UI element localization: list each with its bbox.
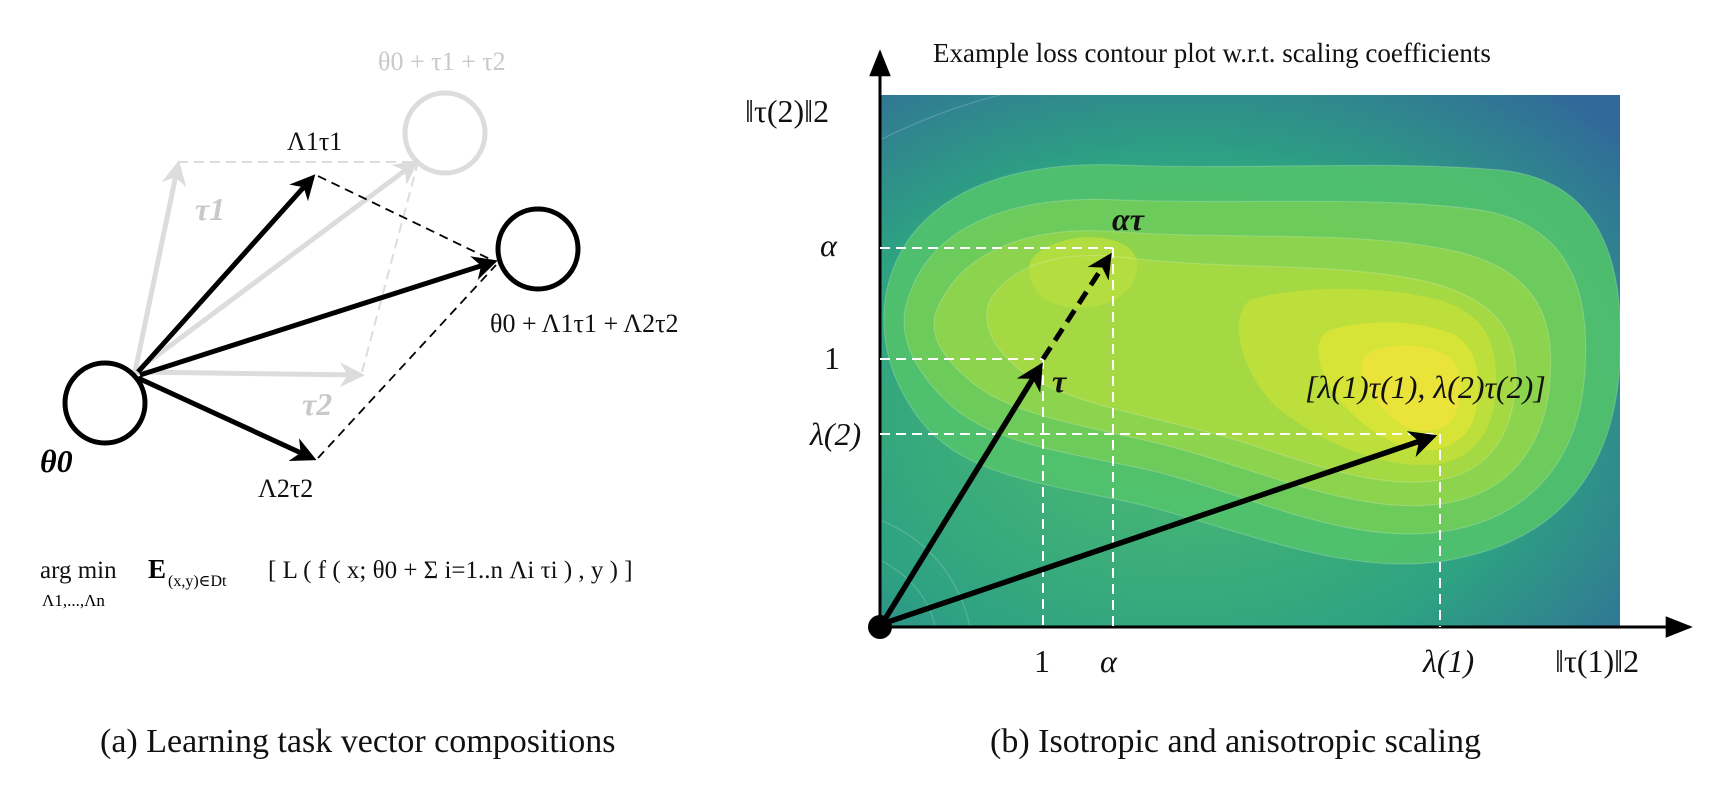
y-tick-one: 1 <box>824 340 840 376</box>
dashed-top <box>317 175 497 263</box>
axes: ‖τ(2)‖2 ‖τ(1)‖2 <box>745 49 1693 679</box>
composed-target-label: θ0 + Λ1τ1 + Λ2τ2 <box>490 309 679 338</box>
learned-composition: θ0 Λ1τ1 Λ2τ2 θ0 + Λ1τ1 + Λ2τ2 <box>40 127 679 503</box>
scaled-tau1-arrow <box>136 174 316 374</box>
ghost-tau2-label: τ2 <box>302 386 332 422</box>
ghost-tau2-arrow <box>134 362 365 388</box>
x-tick-alpha: α <box>1100 643 1118 679</box>
ghost-target-node <box>402 90 488 176</box>
theta0-label: θ0 <box>40 443 73 479</box>
x-tick-one: 1 <box>1034 643 1050 679</box>
ghost-composition: θ0 + τ1 + τ2 τ1 τ2 <box>132 47 506 422</box>
y-tick-lambda2: λ(2) <box>809 416 861 452</box>
dashed-bottom <box>317 264 497 459</box>
expectation-subscript: (x,y)∈Dt <box>168 573 227 590</box>
plot-title: Example loss contour plot w.r.t. scaling… <box>933 38 1491 68</box>
argmin-text: arg min <box>40 557 117 584</box>
composed-target-node <box>495 206 581 292</box>
objective-formula: arg min Λ1,...,Λn E (x,y)∈Dt [ L ( f ( x… <box>40 554 633 610</box>
alpha-tau-dashed-arrow <box>1040 252 1112 361</box>
scaled-tau2-label: Λ2τ2 <box>258 474 313 503</box>
x-tick-lambda1: λ(1) <box>1422 643 1474 679</box>
alpha-tau-label: ατ <box>1112 201 1146 237</box>
contour-lines <box>880 95 1620 627</box>
vectors: τ ατ [λ(1)τ(1), λ(2)τ(2)] <box>879 201 1546 627</box>
ghost-tau1-arrow <box>132 160 187 373</box>
tick-labels: α 1 λ(2) 1 α λ(1) <box>809 227 1474 679</box>
tau-arrow <box>879 362 1043 626</box>
guide-lines <box>880 247 1441 627</box>
composed-arrow <box>139 256 498 378</box>
tau-label: τ <box>1052 363 1068 399</box>
ghost-sum-arrow <box>133 160 420 375</box>
argmin-subscript: Λ1,...,Λn <box>42 591 105 610</box>
theta0-node <box>62 360 148 446</box>
expectation-symbol: E <box>148 554 166 584</box>
contour-plot <box>880 95 1620 627</box>
left-panel: θ0 + τ1 + τ2 τ1 τ2 θ0 Λ1τ1 Λ2τ2 θ0 + Λ1τ… <box>40 47 679 760</box>
y-axis-label: ‖τ(2)‖2 <box>745 93 829 129</box>
anisotropic-arrow <box>881 431 1438 627</box>
ghost-dashed-right <box>361 161 419 373</box>
ghost-target-label: θ0 + τ1 + τ2 <box>378 47 506 76</box>
scaled-tau2-arrow <box>136 375 317 462</box>
contour-level-7 <box>1361 345 1461 431</box>
y-tick-alpha: α <box>820 227 838 263</box>
caption-right: (b) Isotropic and anisotropic scaling <box>990 723 1481 760</box>
objective-body: [ L ( f ( x; θ0 + Σ i=1..n Λi τi ) , y )… <box>268 557 633 584</box>
right-panel: Example loss contour plot w.r.t. scaling… <box>745 38 1693 760</box>
x-axis-label: ‖τ(1)‖2 <box>1555 643 1639 679</box>
ghost-tau1-label: τ1 <box>195 191 225 227</box>
caption-left: (a) Learning task vector compositions <box>100 723 616 760</box>
scaled-tau1-label: Λ1τ1 <box>287 127 342 156</box>
anisotropic-label: [λ(1)τ(1), λ(2)τ(2)] <box>1305 369 1546 405</box>
